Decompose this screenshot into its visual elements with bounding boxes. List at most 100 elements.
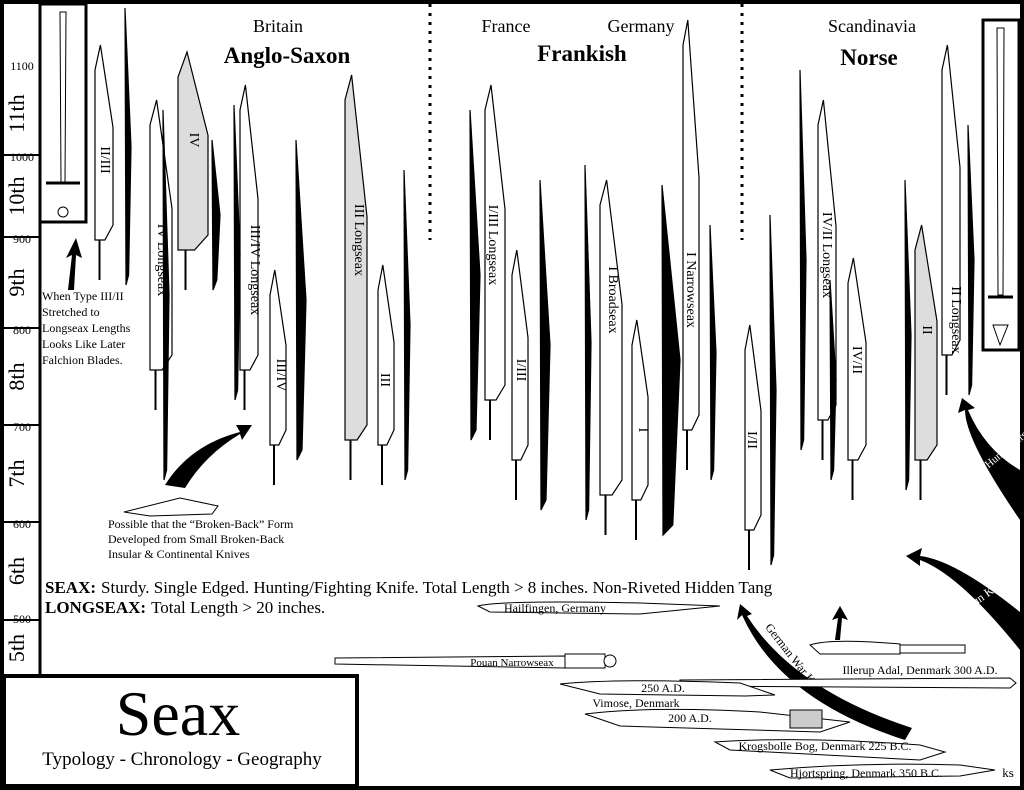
artifact-label: Vimose, Denmark <box>592 696 679 710</box>
blade-label: IV <box>186 133 201 148</box>
blade <box>661 184 681 537</box>
knife-hilt <box>564 653 606 669</box>
knife <box>809 640 901 655</box>
artifact-label: Pouan Narrowseax <box>470 657 554 669</box>
arrow <box>165 425 252 488</box>
blade <box>539 179 551 511</box>
blade <box>744 324 762 531</box>
blade <box>94 44 114 241</box>
century-label: 11th <box>4 94 29 132</box>
blade-label: I/II <box>744 431 759 449</box>
year-label: 900 <box>13 232 31 246</box>
arrow <box>958 398 1020 520</box>
blades <box>94 7 975 570</box>
culture-name: Norse <box>840 45 897 70</box>
region-name: France <box>482 16 531 36</box>
sword <box>59 11 67 183</box>
year-label: 600 <box>13 517 31 531</box>
artifact-label: Illerup Adal, Denmark 300 A.D. <box>843 663 998 677</box>
blade-label: II Longseax <box>948 286 963 353</box>
blade <box>599 179 623 496</box>
artifact-label: 250 A.D. <box>641 681 685 695</box>
blade <box>584 164 592 521</box>
sword-pommel <box>992 324 1009 347</box>
blade <box>941 44 961 356</box>
timeline: 1100100090080070060050011th10th9th8th7th… <box>4 1 40 677</box>
blade <box>847 257 867 461</box>
blade <box>799 69 807 451</box>
blade-label: I <box>635 428 650 433</box>
note-line: Longseax Lengths <box>42 321 131 335</box>
artifacts <box>334 601 1017 779</box>
blade-label: II <box>919 325 934 335</box>
note-line: When Type III/II <box>42 289 124 303</box>
blade <box>269 269 287 446</box>
blade-label: I/III <box>513 359 528 382</box>
year-label: 1000 <box>10 150 34 164</box>
blade-label: IV/II <box>849 346 864 374</box>
blade-label: III Longseax <box>351 204 366 276</box>
blade <box>904 179 912 491</box>
blade <box>469 109 481 441</box>
blade-label: III/IV Longseax <box>247 225 262 315</box>
blade-label: IV Longseax <box>154 224 169 296</box>
definition-text: Sturdy. Single Edged. Hunting/Fighting K… <box>101 578 773 597</box>
arrow <box>66 238 82 290</box>
knife-pommel <box>603 654 617 668</box>
region-name: Scandinavia <box>828 16 916 36</box>
blade <box>344 74 368 441</box>
blade <box>162 109 170 481</box>
blade <box>769 214 777 566</box>
blade-label: III <box>377 373 392 387</box>
century-label: 6th <box>4 557 29 585</box>
blade <box>124 7 132 286</box>
blade <box>403 169 411 481</box>
definition: SEAX: Sturdy. Single Edged. Hunting/Fight… <box>45 578 773 597</box>
blade <box>211 139 221 291</box>
century-label: 8th <box>4 362 29 390</box>
artifact-label: Krogsbolle Bog, Denmark 225 B.C. <box>739 739 912 753</box>
term: LONGSEAX: <box>45 598 146 617</box>
note-line: Stretched to <box>42 305 100 319</box>
definition-text: Total Length > 20 inches. <box>151 598 325 617</box>
blade <box>177 49 209 251</box>
knife <box>769 763 996 779</box>
century-label: 5th <box>4 634 29 662</box>
arrow <box>832 606 848 640</box>
signature: ks <box>1002 765 1014 780</box>
blade-label: II/III <box>97 146 112 174</box>
artifact-labels: Hailfingen, Germany Pouan Narrowseax Ill… <box>470 601 1013 780</box>
knife <box>476 601 721 615</box>
artifact-label: 200 A.D. <box>668 711 712 725</box>
blade <box>682 19 700 431</box>
blade <box>295 139 307 461</box>
century-label: 7th <box>4 459 29 487</box>
sword <box>996 27 1005 296</box>
blade <box>914 224 938 461</box>
definition: LONGSEAX: Total Length > 20 inches. <box>45 598 325 617</box>
blade <box>377 264 395 446</box>
blade <box>233 104 241 401</box>
blade <box>239 84 259 371</box>
arrow <box>906 548 1020 650</box>
blade <box>631 319 649 501</box>
note: When Type III/II Stretched to Longseax L… <box>42 289 294 561</box>
blade-label: IV/II Longseax <box>819 212 834 298</box>
knife-hilt <box>899 644 966 654</box>
year-label: 800 <box>13 323 31 337</box>
note-line: Possible that the “Broken-Back” Form <box>108 517 294 531</box>
note-line: Developed from Small Broken-Back <box>108 532 284 546</box>
year-label: 1100 <box>10 59 34 73</box>
blade-label: I Broadseax <box>605 266 620 333</box>
century-label: 10th <box>4 176 29 215</box>
arrow <box>737 604 912 740</box>
artifact-label: Hailfingen, Germany <box>504 601 606 615</box>
title-box <box>2 674 359 788</box>
sword-pommel <box>57 206 69 218</box>
blade-label: I Narrowseax <box>683 252 698 328</box>
blade-label: I/III Longseax <box>485 205 500 285</box>
note-line: Insular & Continental Knives <box>108 547 250 561</box>
knife-hilt <box>789 709 823 729</box>
